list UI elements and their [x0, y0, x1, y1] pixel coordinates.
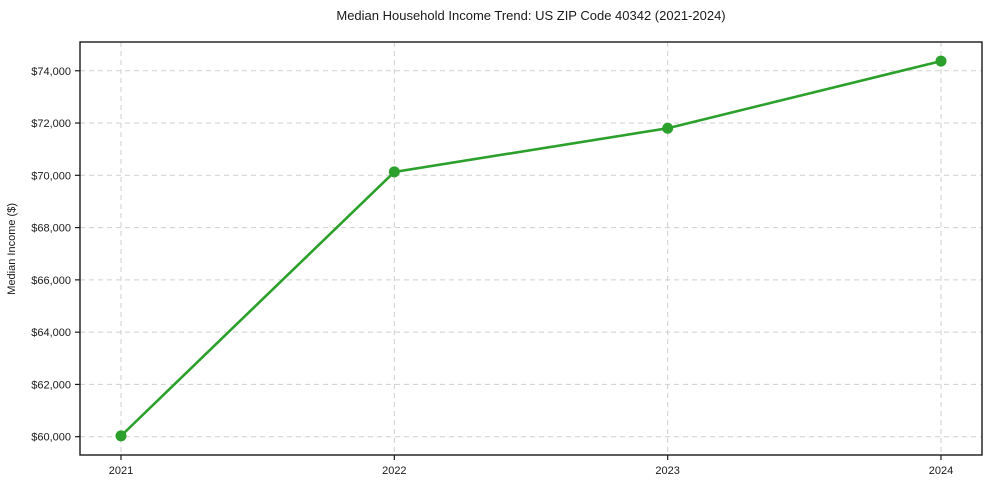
y-axis-tick-label: $72,000 [31, 118, 71, 130]
chart-title: Median Household Income Trend: US ZIP Co… [336, 8, 726, 23]
x-axis-tick-label: 2021 [109, 465, 133, 477]
y-axis-tick-label: $64,000 [31, 327, 71, 339]
y-axis-tick-label: $74,000 [31, 66, 71, 78]
data-point-marker [388, 166, 400, 178]
data-point-marker [115, 430, 127, 442]
x-axis-tick-label: 2024 [929, 465, 953, 477]
y-axis-label-container: Median Income ($) [6, 42, 18, 455]
y-axis-tick-label: $68,000 [31, 223, 71, 235]
y-axis-tick-label: $60,000 [31, 432, 71, 444]
data-line [119, 59, 943, 438]
y-axis-tick-label: $70,000 [31, 170, 71, 182]
y-axis-label: Median Income ($) [6, 202, 18, 295]
x-axis-tick-label: 2022 [382, 465, 406, 477]
data-point-marker [662, 122, 674, 134]
y-axis-tick-label: $66,000 [31, 275, 71, 287]
x-axis-tick-label: 2023 [655, 465, 679, 477]
data-point-marker [935, 55, 947, 67]
y-axis-tick-label: $62,000 [31, 379, 71, 391]
plot-border [79, 41, 983, 456]
